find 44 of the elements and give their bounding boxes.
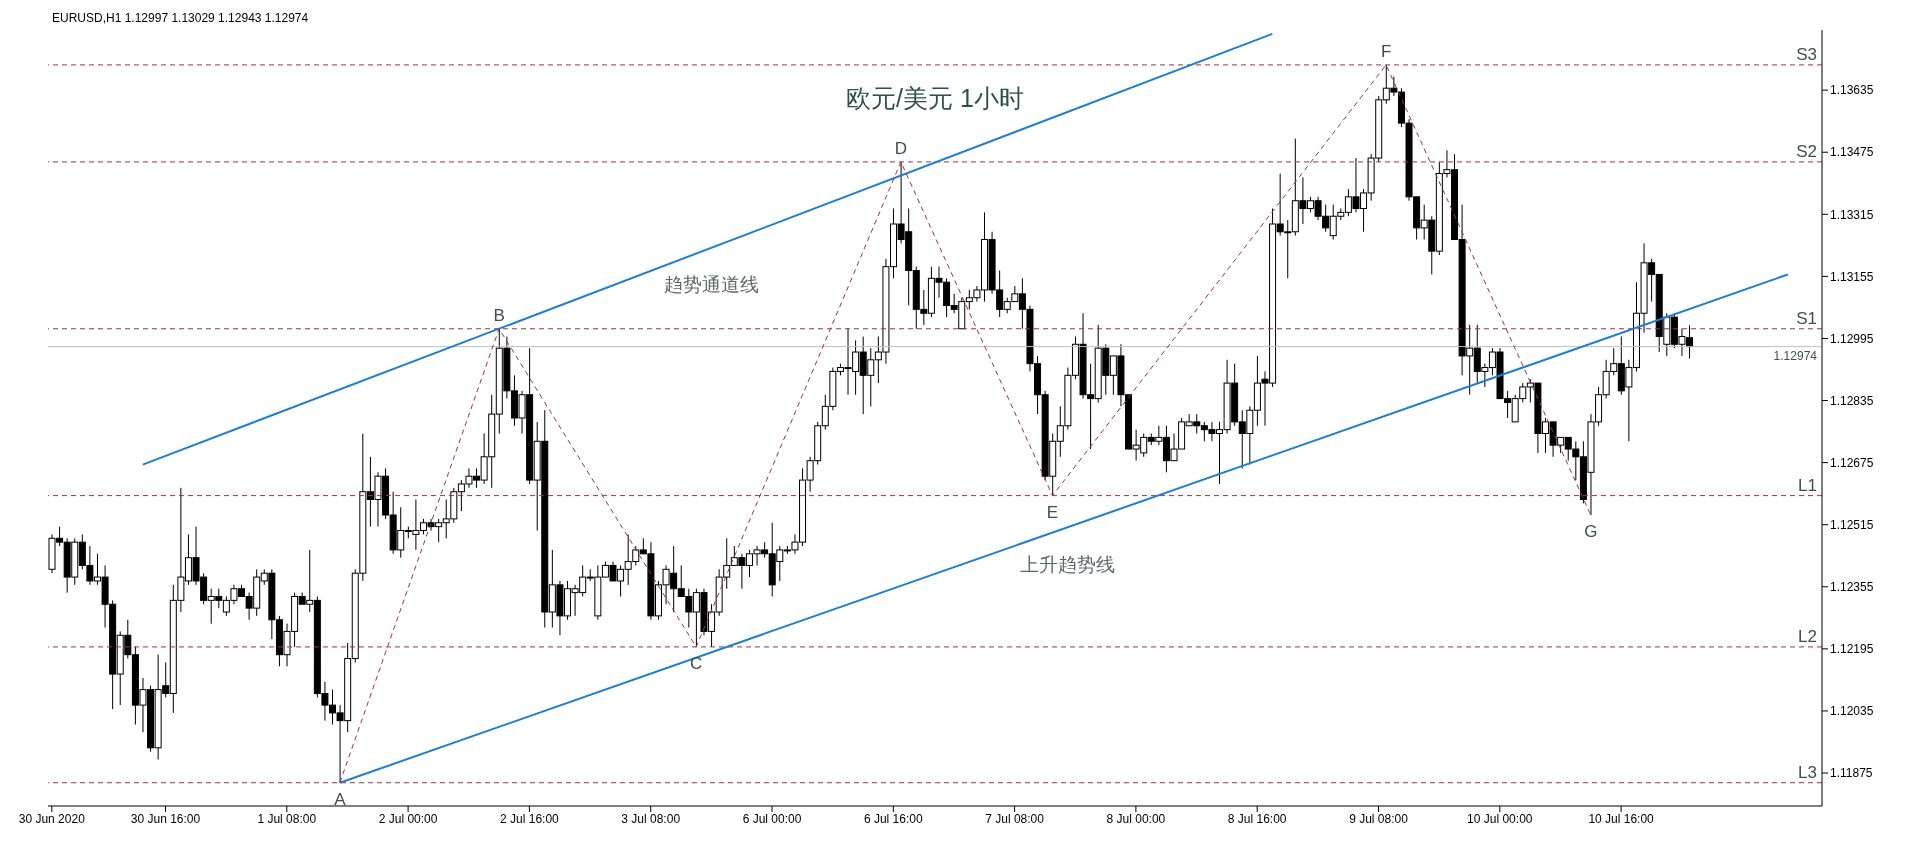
- ref-line-label: S2: [1796, 141, 1817, 161]
- y-tick-label: 1.12035: [1830, 704, 1874, 719]
- x-tick-label: 8 Jul 00:00: [1106, 811, 1166, 826]
- series-label: 上升趋势线: [1020, 553, 1116, 575]
- x-tick-label: 9 Jul 08:00: [1349, 811, 1409, 826]
- x-tick-label: 10 Jul 16:00: [1588, 811, 1655, 826]
- y-tick-label: 1.13155: [1830, 269, 1874, 284]
- x-tick-label: 2 Jul 16:00: [500, 811, 560, 826]
- ref-line-label: L2: [1798, 626, 1817, 646]
- data-label: F: [1380, 41, 1392, 61]
- data-label: G: [1584, 522, 1598, 541]
- data-label: E: [1046, 502, 1059, 522]
- ref-line-label: L3: [1798, 762, 1817, 782]
- x-tick-label: 7 Jul 08:00: [985, 811, 1045, 826]
- x-tick-label: 8 Jul 16:00: [1227, 811, 1287, 826]
- chart-subtitle: EURUSD,H1 1.12997 1.13029 1.12943 1.12974: [52, 11, 309, 25]
- data-label: C: [690, 653, 703, 673]
- series-label: 趋势通道线: [663, 274, 759, 296]
- y-tick-label: 1.12835: [1830, 393, 1874, 408]
- y-tick-label: 1.11875: [1830, 766, 1873, 781]
- x-tick-label: 30 Jun 16:00: [130, 811, 201, 826]
- ref-line-label: L1: [1798, 475, 1817, 495]
- y-tick-label: 1.13635: [1830, 83, 1874, 98]
- y-tick-label: 1.13475: [1830, 145, 1874, 160]
- x-tick-label: 1 Jul 08:00: [257, 811, 317, 826]
- ref-line-label: S1: [1796, 308, 1817, 328]
- x-tick-label: 2 Jul 00:00: [378, 811, 438, 826]
- y-tick-label: 1.12675: [1830, 455, 1874, 470]
- y-tick-label: 1.12995: [1830, 331, 1874, 346]
- y-tick-label: 1.12355: [1830, 580, 1874, 595]
- x-tick-label: 10 Jul 00:00: [1467, 811, 1533, 826]
- x-tick-label: 3 Jul 08:00: [621, 811, 681, 826]
- x-tick-label: 6 Jul 16:00: [863, 811, 923, 826]
- data-label: B: [493, 305, 505, 325]
- text: 欧元/美元 1小时: [845, 83, 1025, 114]
- ref-line-label: S3: [1796, 44, 1817, 64]
- y-tick-label: 1.13315: [1830, 207, 1874, 222]
- data-label: D: [894, 138, 908, 158]
- ref-line-label: 1.12974: [1773, 349, 1818, 364]
- y-tick-label: 1.12195: [1830, 642, 1874, 657]
- x-tick-label: 30 Jun 2020: [18, 811, 86, 826]
- y-tick-label: 1.12515: [1830, 517, 1874, 532]
- data-label: A: [334, 789, 347, 809]
- x-tick-label: 6 Jul 00:00: [742, 811, 802, 826]
